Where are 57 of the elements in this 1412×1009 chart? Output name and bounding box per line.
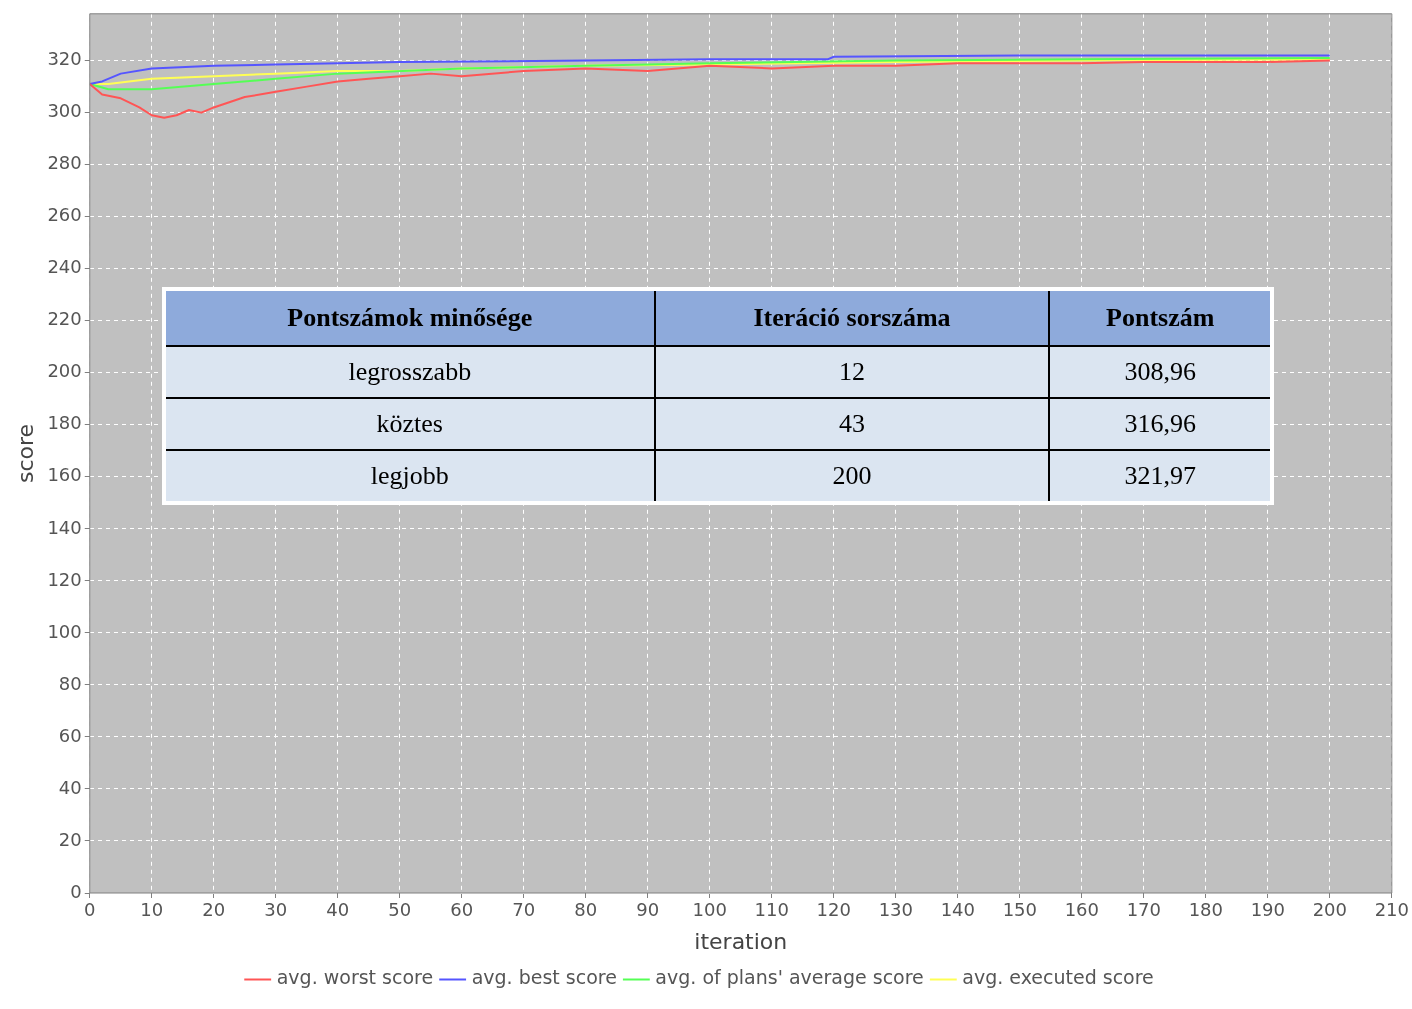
x-tick-label: 110 (754, 899, 789, 921)
legend-label: avg. of plans' average score (655, 966, 924, 989)
annotation: Iteráció sorszáma (654, 289, 1050, 346)
x-axis-title: iteration (694, 928, 788, 954)
annotation: köztes (164, 398, 655, 450)
y-tick-label: 240 (47, 256, 82, 278)
x-tick-label: 90 (636, 899, 660, 921)
x-tick-label: 210 (1374, 899, 1409, 921)
x-tick-label: 130 (878, 899, 913, 921)
x-tick-label: 180 (1188, 899, 1223, 921)
x-tick-label: 60 (450, 899, 474, 921)
y-tick-label: 140 (47, 516, 82, 538)
x-tick-label: 190 (1250, 899, 1285, 921)
legend-label: avg. executed score (962, 966, 1154, 989)
y-tick-label: 320 (47, 48, 82, 70)
y-tick-label: 40 (58, 776, 82, 798)
annotation: 321,97 (1049, 450, 1272, 503)
x-tick-label: 30 (264, 899, 288, 921)
x-tick-label: 40 (326, 899, 350, 921)
y-tick-label: 120 (47, 568, 82, 590)
x-tick-label: 170 (1126, 899, 1161, 921)
x-tick-label: 140 (940, 899, 975, 921)
y-tick-label: 260 (47, 204, 82, 226)
annotation: 43 (654, 398, 1050, 450)
annotation: 12 (654, 346, 1050, 398)
annotation: legjobb (164, 450, 655, 503)
x-tick-label: 150 (1002, 899, 1037, 921)
x-tick-label: 80 (574, 899, 598, 921)
annotation: Pontszámok minősége (164, 289, 655, 346)
y-tick-label: 60 (58, 724, 82, 746)
annotation: 308,96 (1049, 346, 1272, 398)
y-axis-title: score (12, 423, 38, 483)
legend-label: avg. worst score (276, 966, 434, 989)
x-tick-label: 100 (692, 899, 727, 921)
legend-label: avg. best score (471, 966, 617, 989)
y-tick-label: 100 (47, 620, 82, 642)
x-tick-label: 200 (1312, 899, 1347, 921)
y-tick-label: 160 (47, 464, 82, 486)
y-tick-label: 20 (58, 828, 82, 850)
annotation: 200 (654, 450, 1050, 503)
x-tick-label: 160 (1064, 899, 1099, 921)
y-tick-label: 220 (47, 308, 82, 330)
annotation: legrosszabb (164, 346, 655, 398)
y-tick-label: 180 (47, 412, 82, 434)
y-tick-label: 0 (70, 880, 82, 902)
y-tick-label: 200 (47, 360, 82, 382)
y-tick-label: 300 (47, 100, 82, 122)
x-tick-label: 20 (202, 899, 226, 921)
x-tick-label: 120 (816, 899, 851, 921)
annotation: Pontszám (1049, 289, 1272, 346)
x-tick-label: 0 (84, 899, 96, 921)
x-tick-label: 70 (512, 899, 536, 921)
annotation: 316,96 (1049, 398, 1272, 450)
x-tick-label: 10 (140, 899, 164, 921)
y-tick-label: 280 (47, 152, 82, 174)
y-tick-label: 80 (58, 672, 82, 694)
x-tick-label: 50 (388, 899, 412, 921)
